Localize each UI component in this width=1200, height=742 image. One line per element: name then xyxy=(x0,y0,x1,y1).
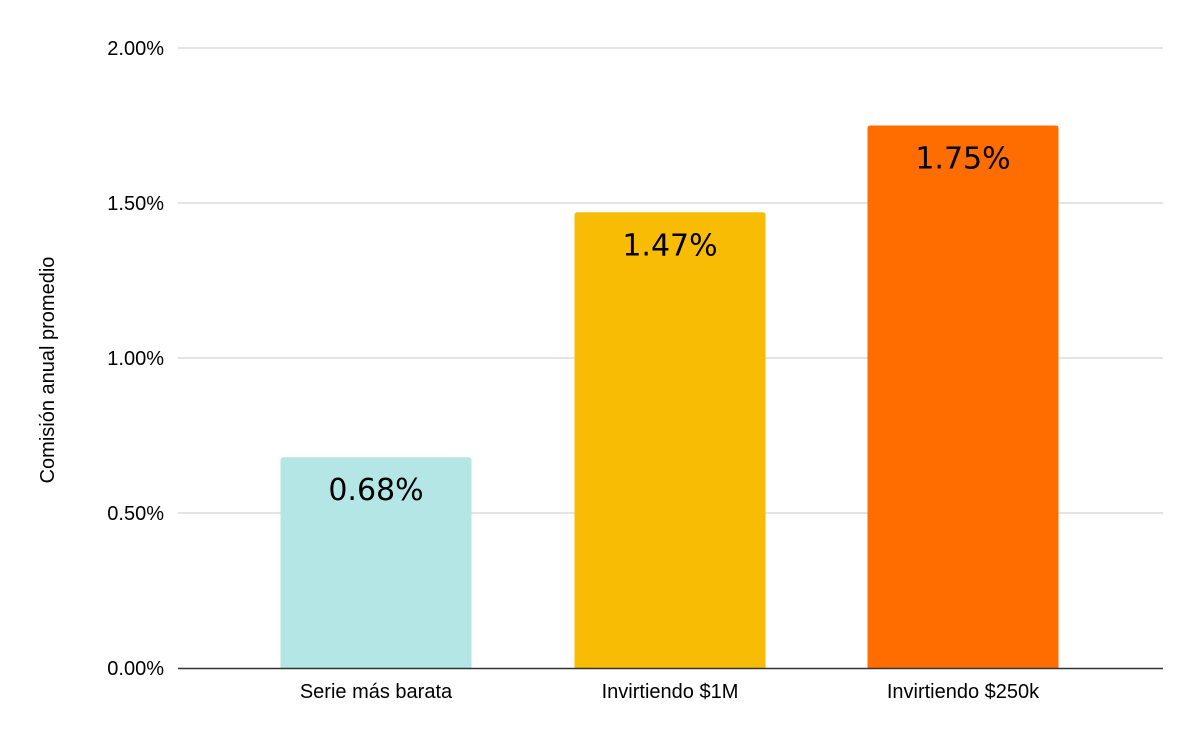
bar-3 xyxy=(867,125,1059,668)
data-labels: 0.68% 1.47% 1.75% xyxy=(328,142,1010,509)
x-category-label: Serie más barata xyxy=(300,681,453,703)
x-axis-categories: Serie más barata Invirtiendo $1M Invirtien… xyxy=(300,681,1040,703)
data-label: 1.47% xyxy=(622,228,717,263)
y-tick-label: 0.00% xyxy=(107,658,164,680)
data-label: 0.68% xyxy=(328,473,423,508)
data-label: 1.75% xyxy=(915,142,1010,177)
y-axis-title: Comisión anual promedio xyxy=(37,257,59,484)
y-tick-label: 1.00% xyxy=(107,348,164,370)
bar-2 xyxy=(574,212,766,669)
x-category-label: Invirtiendo $1M xyxy=(602,681,739,703)
bar-1 xyxy=(280,457,472,668)
y-tick-label: 2.00% xyxy=(107,38,164,60)
bars xyxy=(280,125,1059,669)
x-category-label: Invirtiendo $250k xyxy=(887,681,1040,703)
y-tick-label: 0.50% xyxy=(107,503,164,525)
y-axis-ticks: 0.00% 0.50% 1.00% 1.50% 2.00% xyxy=(107,38,164,680)
y-tick-label: 1.50% xyxy=(107,193,164,215)
